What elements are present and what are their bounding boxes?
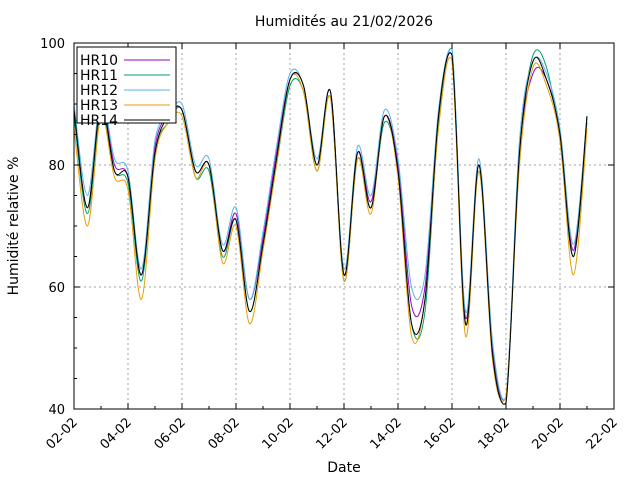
series-line-hr14 (73, 52, 588, 405)
x-tick-label: 08-02 (206, 415, 243, 452)
chart-title: Humidités au 21/02/2026 (255, 14, 433, 30)
grid (74, 43, 614, 409)
y-tick-label: 80 (48, 159, 65, 174)
x-tick-label: 18-02 (476, 415, 513, 452)
x-tick-label: 14-02 (368, 415, 405, 452)
x-tick-label: 10-02 (260, 415, 297, 452)
y-axis-label: Humidité relative % (6, 157, 22, 296)
series-line-hr13 (73, 56, 588, 403)
x-tick-label: 22-02 (584, 415, 621, 452)
legend-label: HR10 (80, 53, 118, 69)
x-axis-label: Date (327, 460, 360, 476)
legend-label: HR14 (80, 113, 118, 129)
y-tick-label: 100 (40, 37, 65, 52)
y-tick-label: 60 (48, 281, 65, 296)
x-tick-label: 04-02 (98, 415, 135, 452)
x-tick-label: 06-02 (152, 415, 189, 452)
x-tick-label: 16-02 (422, 415, 459, 452)
x-tick-label: 02-02 (44, 415, 81, 452)
legend-label: HR13 (80, 98, 118, 114)
legend-label: HR11 (80, 68, 118, 84)
y-tick-label: 40 (48, 403, 65, 418)
x-tick-label: 12-02 (314, 415, 351, 452)
x-tick-label: 20-02 (530, 415, 567, 452)
legend-label: HR12 (80, 83, 118, 99)
